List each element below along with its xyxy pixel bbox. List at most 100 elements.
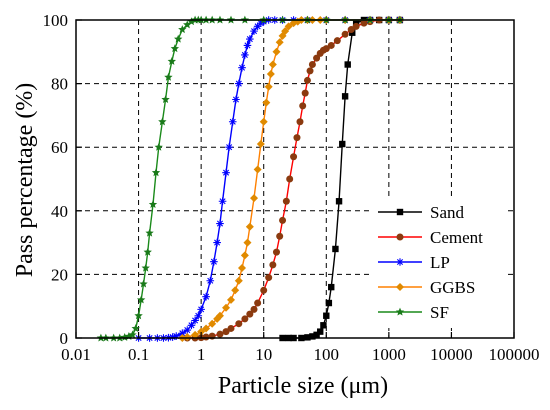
- data-point: [246, 310, 254, 318]
- y-tick-label: 100: [43, 11, 69, 30]
- y-tick-label: 20: [51, 265, 68, 284]
- data-point: [227, 324, 235, 332]
- series-lp: [134, 16, 404, 342]
- plot-frame: [75, 19, 515, 339]
- legend: Sand Cement LP GGBS SF: [370, 196, 506, 328]
- tick-labels: 0.01 0.1 1 10 100 1000 10000 100000 0 20 40 60 80 100: [43, 11, 540, 364]
- legend-item-sf: SF: [378, 303, 449, 322]
- legend-item-ggbs: GGBS: [378, 278, 475, 297]
- legend-marker: [396, 233, 404, 241]
- data-point: [320, 322, 327, 329]
- data-point: [257, 19, 265, 27]
- data-point: [143, 247, 152, 256]
- data-point: [235, 79, 243, 88]
- legend-marker: [396, 258, 404, 266]
- data-point: [202, 333, 210, 341]
- data-point: [197, 305, 205, 314]
- data-point: [284, 22, 293, 31]
- data-point: [238, 264, 247, 273]
- y-tick-label: 40: [51, 202, 68, 221]
- data-point: [272, 47, 281, 56]
- data-point: [243, 41, 252, 50]
- legend-item-lp: LP: [378, 253, 450, 272]
- data-point: [216, 219, 224, 228]
- data-point: [272, 248, 280, 256]
- data-point: [178, 25, 187, 34]
- data-point: [228, 117, 237, 126]
- data-point: [218, 197, 227, 206]
- data-point: [161, 95, 170, 104]
- data-point: [134, 311, 143, 320]
- data-point: [322, 45, 330, 53]
- data-point: [128, 330, 137, 339]
- data-point: [254, 299, 262, 307]
- data-point: [276, 232, 284, 240]
- series-ggbs: [178, 16, 404, 342]
- data-point: [139, 279, 148, 288]
- data-point: [279, 216, 287, 224]
- data-point: [341, 30, 349, 38]
- y-tick-label: 60: [51, 138, 68, 157]
- data-point: [253, 165, 262, 174]
- data-point: [167, 56, 177, 65]
- series-line: [187, 19, 400, 339]
- data-point: [303, 76, 311, 84]
- data-point: [269, 261, 277, 269]
- data-point: [266, 70, 275, 79]
- y-axis-title: Pass percentage (%): [12, 83, 38, 278]
- data-point: [282, 197, 290, 205]
- data-point: [197, 327, 206, 336]
- data-point: [145, 228, 154, 237]
- data-point: [178, 329, 187, 338]
- data-point: [264, 82, 273, 91]
- axes: [75, 19, 515, 339]
- data-point: [328, 283, 335, 291]
- data-point: [194, 311, 203, 320]
- legend-marker: [395, 307, 405, 316]
- y-tick-label: 80: [51, 75, 68, 94]
- data-point: [238, 63, 246, 72]
- legend-label: GGBS: [430, 278, 475, 297]
- x-tick-label: 10: [255, 345, 272, 364]
- data-point: [245, 222, 254, 231]
- data-point: [308, 61, 316, 69]
- data-point: [213, 238, 221, 247]
- data-point: [256, 140, 265, 149]
- data-point: [250, 305, 258, 313]
- legend-marker: [396, 283, 404, 291]
- data-point: [347, 26, 355, 34]
- data-point: [225, 143, 233, 151]
- data-point: [226, 295, 235, 304]
- data-point: [265, 274, 273, 282]
- legend-label: SF: [430, 303, 449, 322]
- x-tick-label: 1000: [372, 345, 406, 364]
- data-point: [210, 257, 218, 266]
- series-line: [138, 19, 400, 339]
- data-point: [231, 286, 240, 295]
- data-point: [268, 60, 277, 69]
- data-point: [234, 276, 243, 285]
- legend-marker: [396, 208, 404, 216]
- series-layer: [96, 15, 405, 342]
- data-point: [281, 27, 290, 36]
- data-point: [206, 276, 215, 285]
- data-point: [360, 19, 368, 27]
- data-point: [293, 134, 301, 142]
- data-point: [172, 332, 181, 340]
- data-point: [335, 198, 343, 205]
- data-point: [191, 316, 199, 325]
- data-point: [141, 263, 150, 272]
- data-point: [339, 140, 346, 148]
- data-point: [259, 117, 268, 126]
- x-tick-label: 10000: [430, 345, 473, 364]
- data-point: [232, 95, 240, 104]
- data-point: [202, 292, 210, 301]
- data-point: [317, 328, 324, 335]
- x-tick-label: 1: [197, 345, 206, 364]
- legend-label: Cement: [430, 228, 483, 247]
- legend-label: Sand: [430, 203, 465, 222]
- data-point: [313, 54, 321, 62]
- data-point: [253, 22, 262, 31]
- data-point: [154, 142, 163, 151]
